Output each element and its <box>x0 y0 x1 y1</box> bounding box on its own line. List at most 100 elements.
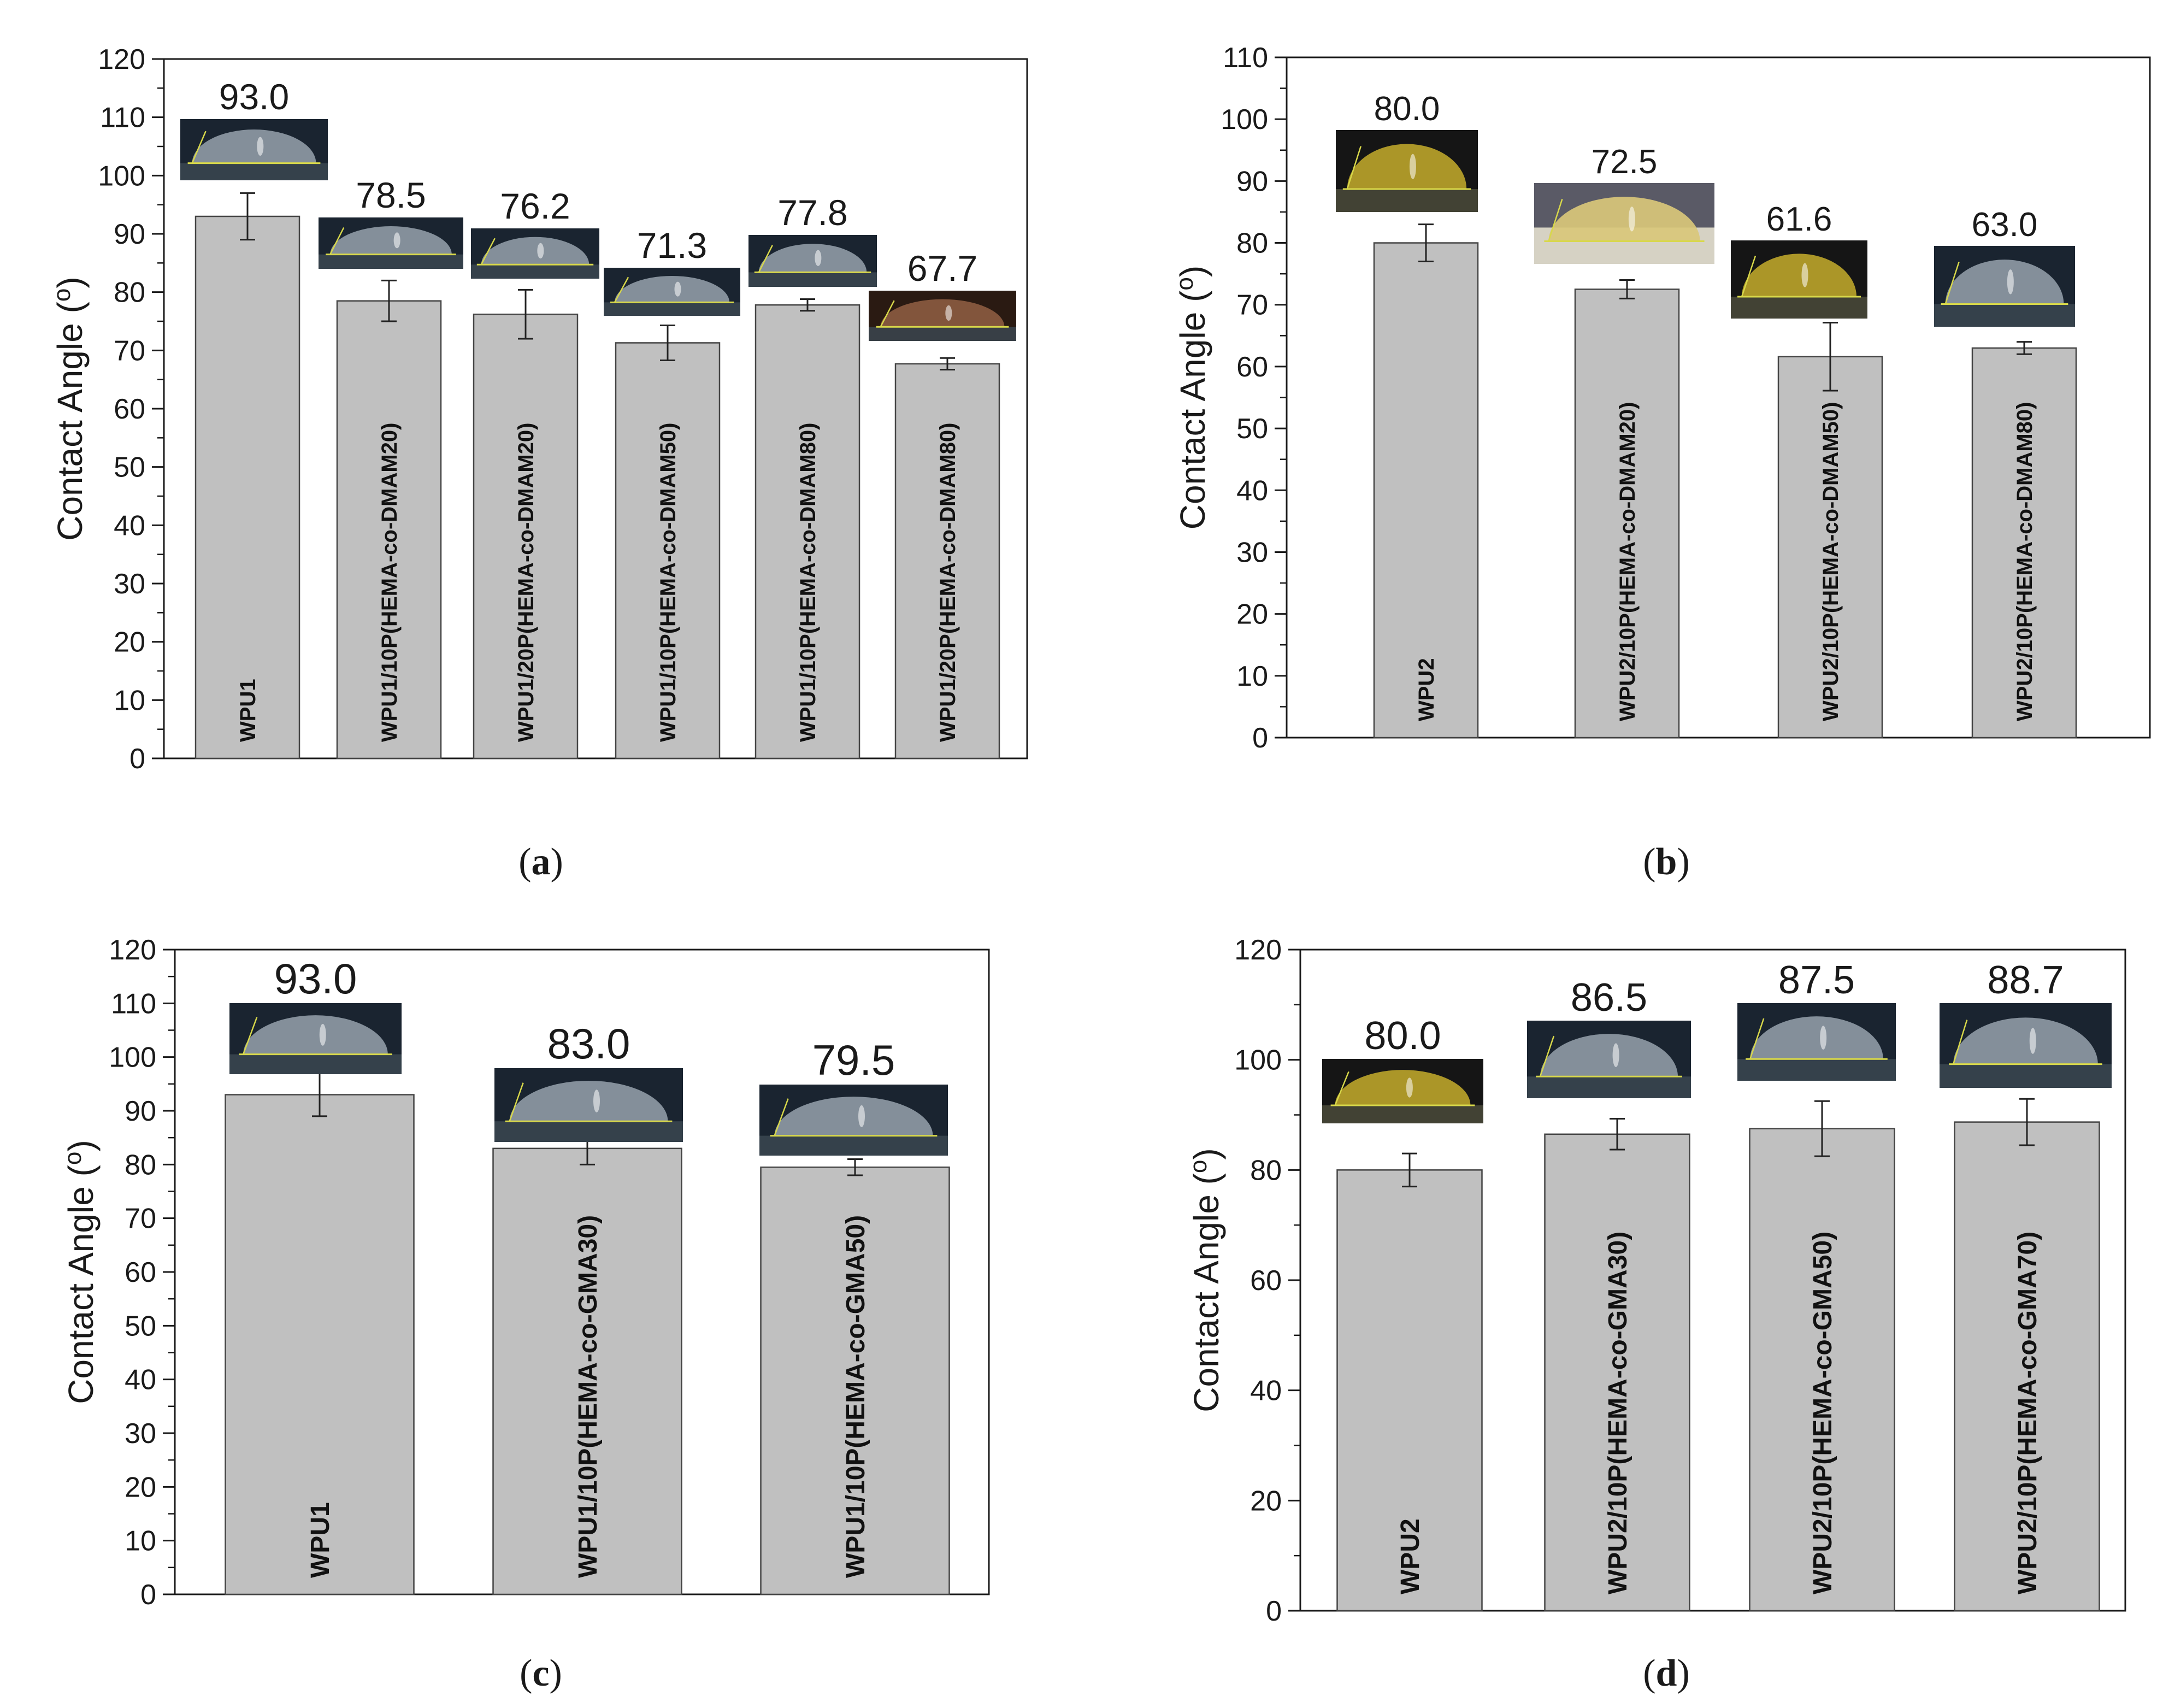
data-label: 80.0 <box>1374 90 1440 128</box>
data-label: 93.0 <box>219 76 289 117</box>
drop-photo-substrate <box>1336 189 1478 212</box>
category-label: WPU1/10P(HEMA-co-DMAM20) <box>378 423 402 743</box>
panel-letter: d <box>1656 1652 1677 1694</box>
tangent-line <box>774 1098 789 1136</box>
droplet <box>774 1097 933 1136</box>
drop-photo <box>748 235 877 287</box>
chart-panel-c: 0 10 20 30 40 50 60 70 80 90 100 110 120 Contact Angl… <box>60 934 990 1694</box>
tangent-line <box>614 276 629 303</box>
data-label: 63.0 <box>1972 206 2038 244</box>
chart-panel-d: 0 20 40 60 80 100 120 Contact Angle (o) WPU2 80.0… <box>1185 934 2126 1694</box>
y-tick-label: 40 <box>114 510 145 541</box>
y-tick-label: 50 <box>1236 413 1268 445</box>
drop-photo-substrate <box>471 264 599 279</box>
category-label: WPU1 <box>236 679 260 742</box>
droplet-highlight <box>319 1023 326 1046</box>
y-tick-label: 30 <box>114 568 145 600</box>
panel-label: (d) <box>1643 1652 1690 1694</box>
y-tick-label: 120 <box>1234 934 1282 966</box>
category-label: WPU2 <box>1396 1518 1425 1594</box>
drop-photo <box>1934 246 2075 327</box>
tangent-line <box>1539 1035 1555 1077</box>
y-tick-label: 110 <box>100 102 145 134</box>
bar <box>473 313 579 759</box>
panel-paren: ) <box>551 841 563 883</box>
drop-photo <box>494 1068 683 1142</box>
drop-photo-substrate <box>1940 1064 2112 1088</box>
y-tick-label: 60 <box>114 393 145 425</box>
y-tick-label: 20 <box>1250 1485 1282 1517</box>
tangent-line <box>1346 146 1361 190</box>
bar <box>760 1167 950 1595</box>
y-tick-label: 90 <box>125 1096 156 1127</box>
y-tick-label: 90 <box>1236 166 1268 197</box>
category-label: WPU2/10P(HEMA-co-GMA70) <box>2013 1232 2042 1594</box>
bar <box>1373 242 1479 739</box>
y-tick-label: 100 <box>98 160 145 192</box>
droplet-highlight <box>257 137 264 156</box>
category-label: WPU1/10P(HEMA-co-DMAM50) <box>656 423 680 743</box>
y-tick-label: 0 <box>140 1579 156 1611</box>
drop-photo <box>180 119 328 180</box>
y-tick-label: 40 <box>1236 475 1268 506</box>
category-label: WPU1/20P(HEMA-co-DMAM80) <box>936 423 960 743</box>
paren-close: ) <box>61 1140 101 1151</box>
panel-label: (a) <box>518 841 563 883</box>
drop-photo-substrate <box>1737 1059 1896 1081</box>
droplet-highlight <box>1628 207 1635 232</box>
drop-photo <box>759 1085 948 1156</box>
drop-photo-substrate <box>319 254 463 269</box>
y-axis-title: Contact Angle (o) <box>60 1140 101 1404</box>
category-label: WPU2/10P(HEMA-co-GMA30) <box>1604 1232 1632 1594</box>
tangent-line <box>480 238 496 265</box>
y-tick-label: 10 <box>114 685 145 716</box>
bar <box>615 342 721 759</box>
drop-photo <box>1336 130 1478 212</box>
drop-photo-substrate <box>494 1121 683 1142</box>
y-tick-label: 110 <box>111 988 156 1020</box>
drop-photo-substrate <box>869 327 1016 341</box>
y-tick-label: 120 <box>98 44 145 75</box>
y-tick-label: 20 <box>1236 599 1268 631</box>
drop-photo <box>1737 1003 1896 1081</box>
drop-photo-substrate <box>180 163 328 180</box>
droplet-highlight <box>858 1105 865 1127</box>
drop-photo <box>1534 183 1714 264</box>
y-tick-label: 110 <box>1223 42 1268 74</box>
droplet <box>192 129 316 163</box>
droplet <box>1548 197 1700 242</box>
category-label: WPU1 <box>306 1502 335 1578</box>
tangent-line <box>329 227 345 255</box>
data-label: 88.7 <box>1987 958 2064 1002</box>
tangent-line <box>1749 1018 1765 1059</box>
bar <box>1777 356 1883 739</box>
drop-photo-substrate <box>1934 304 2075 327</box>
data-label: 79.5 <box>812 1036 895 1084</box>
data-label: 80.0 <box>1364 1014 1441 1058</box>
tangent-line <box>880 300 895 327</box>
drop-photo-substrate <box>759 1135 948 1156</box>
tangent-line <box>1334 1071 1349 1106</box>
droplet <box>1335 1070 1471 1105</box>
droplet-highlight <box>945 305 952 321</box>
droplet <box>1750 1016 1883 1059</box>
paren-close: ) <box>1173 266 1212 277</box>
category-label: WPU1/10P(HEMA-co-DMAM80) <box>796 423 820 743</box>
panel-letter: a <box>532 841 551 883</box>
tangent-line <box>243 1017 258 1055</box>
paren-close: ) <box>50 276 90 288</box>
y-axis-title: Contact Angle (o) <box>1185 1148 1226 1412</box>
drop-photo-substrate <box>229 1054 402 1074</box>
y-tick-label: 70 <box>125 1203 156 1235</box>
y-tick-label: 70 <box>114 335 145 367</box>
drop-photo-substrate <box>1322 1105 1483 1123</box>
chart-panel-b: 0 10 20 30 40 50 60 70 80 90 100 110 Contact Angle (… <box>1171 42 2151 883</box>
drop-photo-substrate <box>1731 296 1867 319</box>
droplet-highlight <box>537 243 544 259</box>
bar <box>755 304 860 759</box>
droplet-highlight <box>1801 263 1808 287</box>
y-tick-label: 0 <box>1266 1595 1282 1627</box>
droplet <box>1953 1017 2098 1064</box>
